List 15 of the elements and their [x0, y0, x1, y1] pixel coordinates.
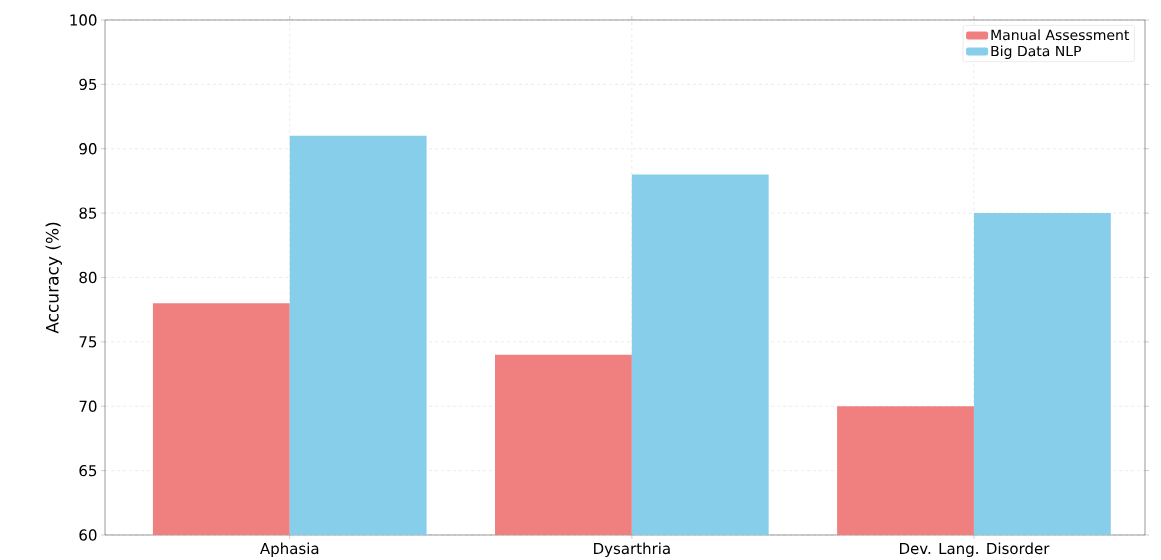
- y-tick-label: 65: [79, 464, 97, 477]
- x-tick-label: Aphasia: [260, 542, 319, 557]
- y-tick-label: 85: [79, 207, 97, 219]
- y-tick-label: 100: [70, 14, 97, 26]
- y-tick-label: 60: [79, 529, 97, 541]
- legend-label: Manual Assessment: [991, 29, 1130, 40]
- y-axis-title: Accuracy (%): [45, 222, 62, 334]
- y-tick-label: 95: [79, 78, 97, 90]
- legend-label: Big Data NLP: [991, 45, 1082, 59]
- y-tick-label: 70: [79, 400, 97, 412]
- x-tick-label: Dysarthria: [594, 542, 670, 557]
- y-tick-label: 90: [79, 142, 97, 155]
- y-tick-label: 75: [79, 336, 97, 348]
- y-tick-label: 80: [79, 271, 97, 283]
- x-tick-label: Dev. Lang. Disorder: [900, 542, 1050, 557]
